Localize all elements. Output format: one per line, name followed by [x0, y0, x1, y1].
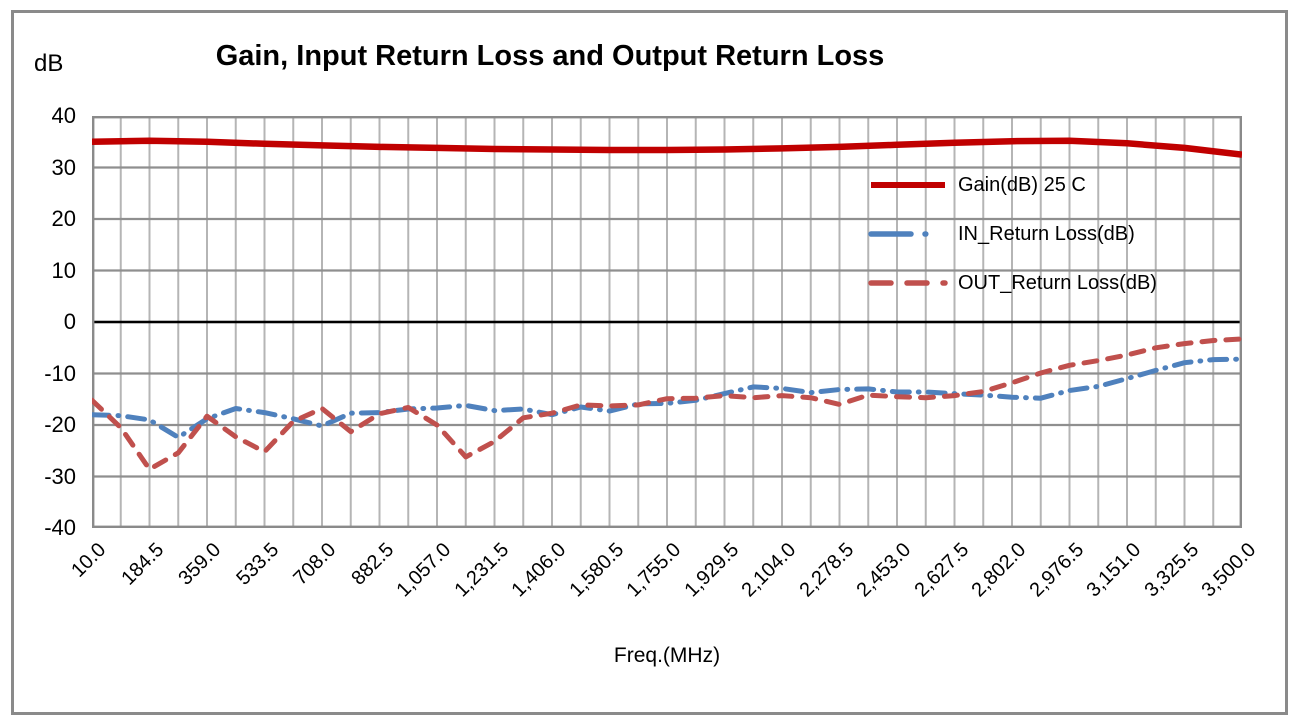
chart-title: Gain, Input Return Loss and Output Retur… [215, 40, 885, 72]
y-tick-label: 30 [51, 154, 76, 180]
series-line-in-return-loss [92, 356, 1242, 440]
y-tick-label: 40 [51, 103, 76, 128]
series-line-out-return-loss [92, 336, 1242, 472]
legend-label-out-return-loss: OUT_Return Loss(dB) [958, 271, 1157, 294]
plot-border [92, 116, 1242, 528]
plot-area [92, 116, 1242, 528]
series-line-gain [92, 137, 1242, 158]
legend-label-in-return-loss: IN_Return Loss(dB) [958, 222, 1135, 245]
legend-row-in-return-loss: IN_Return Loss(dB) [868, 221, 1157, 247]
y-tick-label: -40 [44, 515, 76, 540]
y-tick-label: -10 [44, 360, 76, 386]
y-axis-unit-label: dB [34, 50, 64, 77]
y-tick-label: 20 [51, 206, 76, 231]
legend-row-gain: Gain(dB) 25 C [868, 172, 1157, 198]
gain-line-sample-icon [871, 182, 945, 188]
legend-label-gain: Gain(dB) 25 C [958, 173, 1086, 196]
y-tick-label: -20 [44, 412, 76, 437]
y-tick-label: 10 [51, 257, 76, 283]
out-return-loss-line-sample-icon [868, 280, 948, 286]
y-tick-label: -30 [44, 463, 76, 489]
x-axis-title: Freq.(MHz) [613, 644, 721, 667]
legend-row-out-return-loss: OUT_Return Loss(dB) [868, 270, 1157, 296]
chart-legend: Gain(dB) 25 C IN_Return Loss(dB) OUT_Ret… [868, 172, 1157, 319]
y-tick-label: 0 [63, 309, 76, 334]
in-return-loss-line-sample-icon [868, 231, 948, 237]
chart-frame [11, 10, 1288, 715]
